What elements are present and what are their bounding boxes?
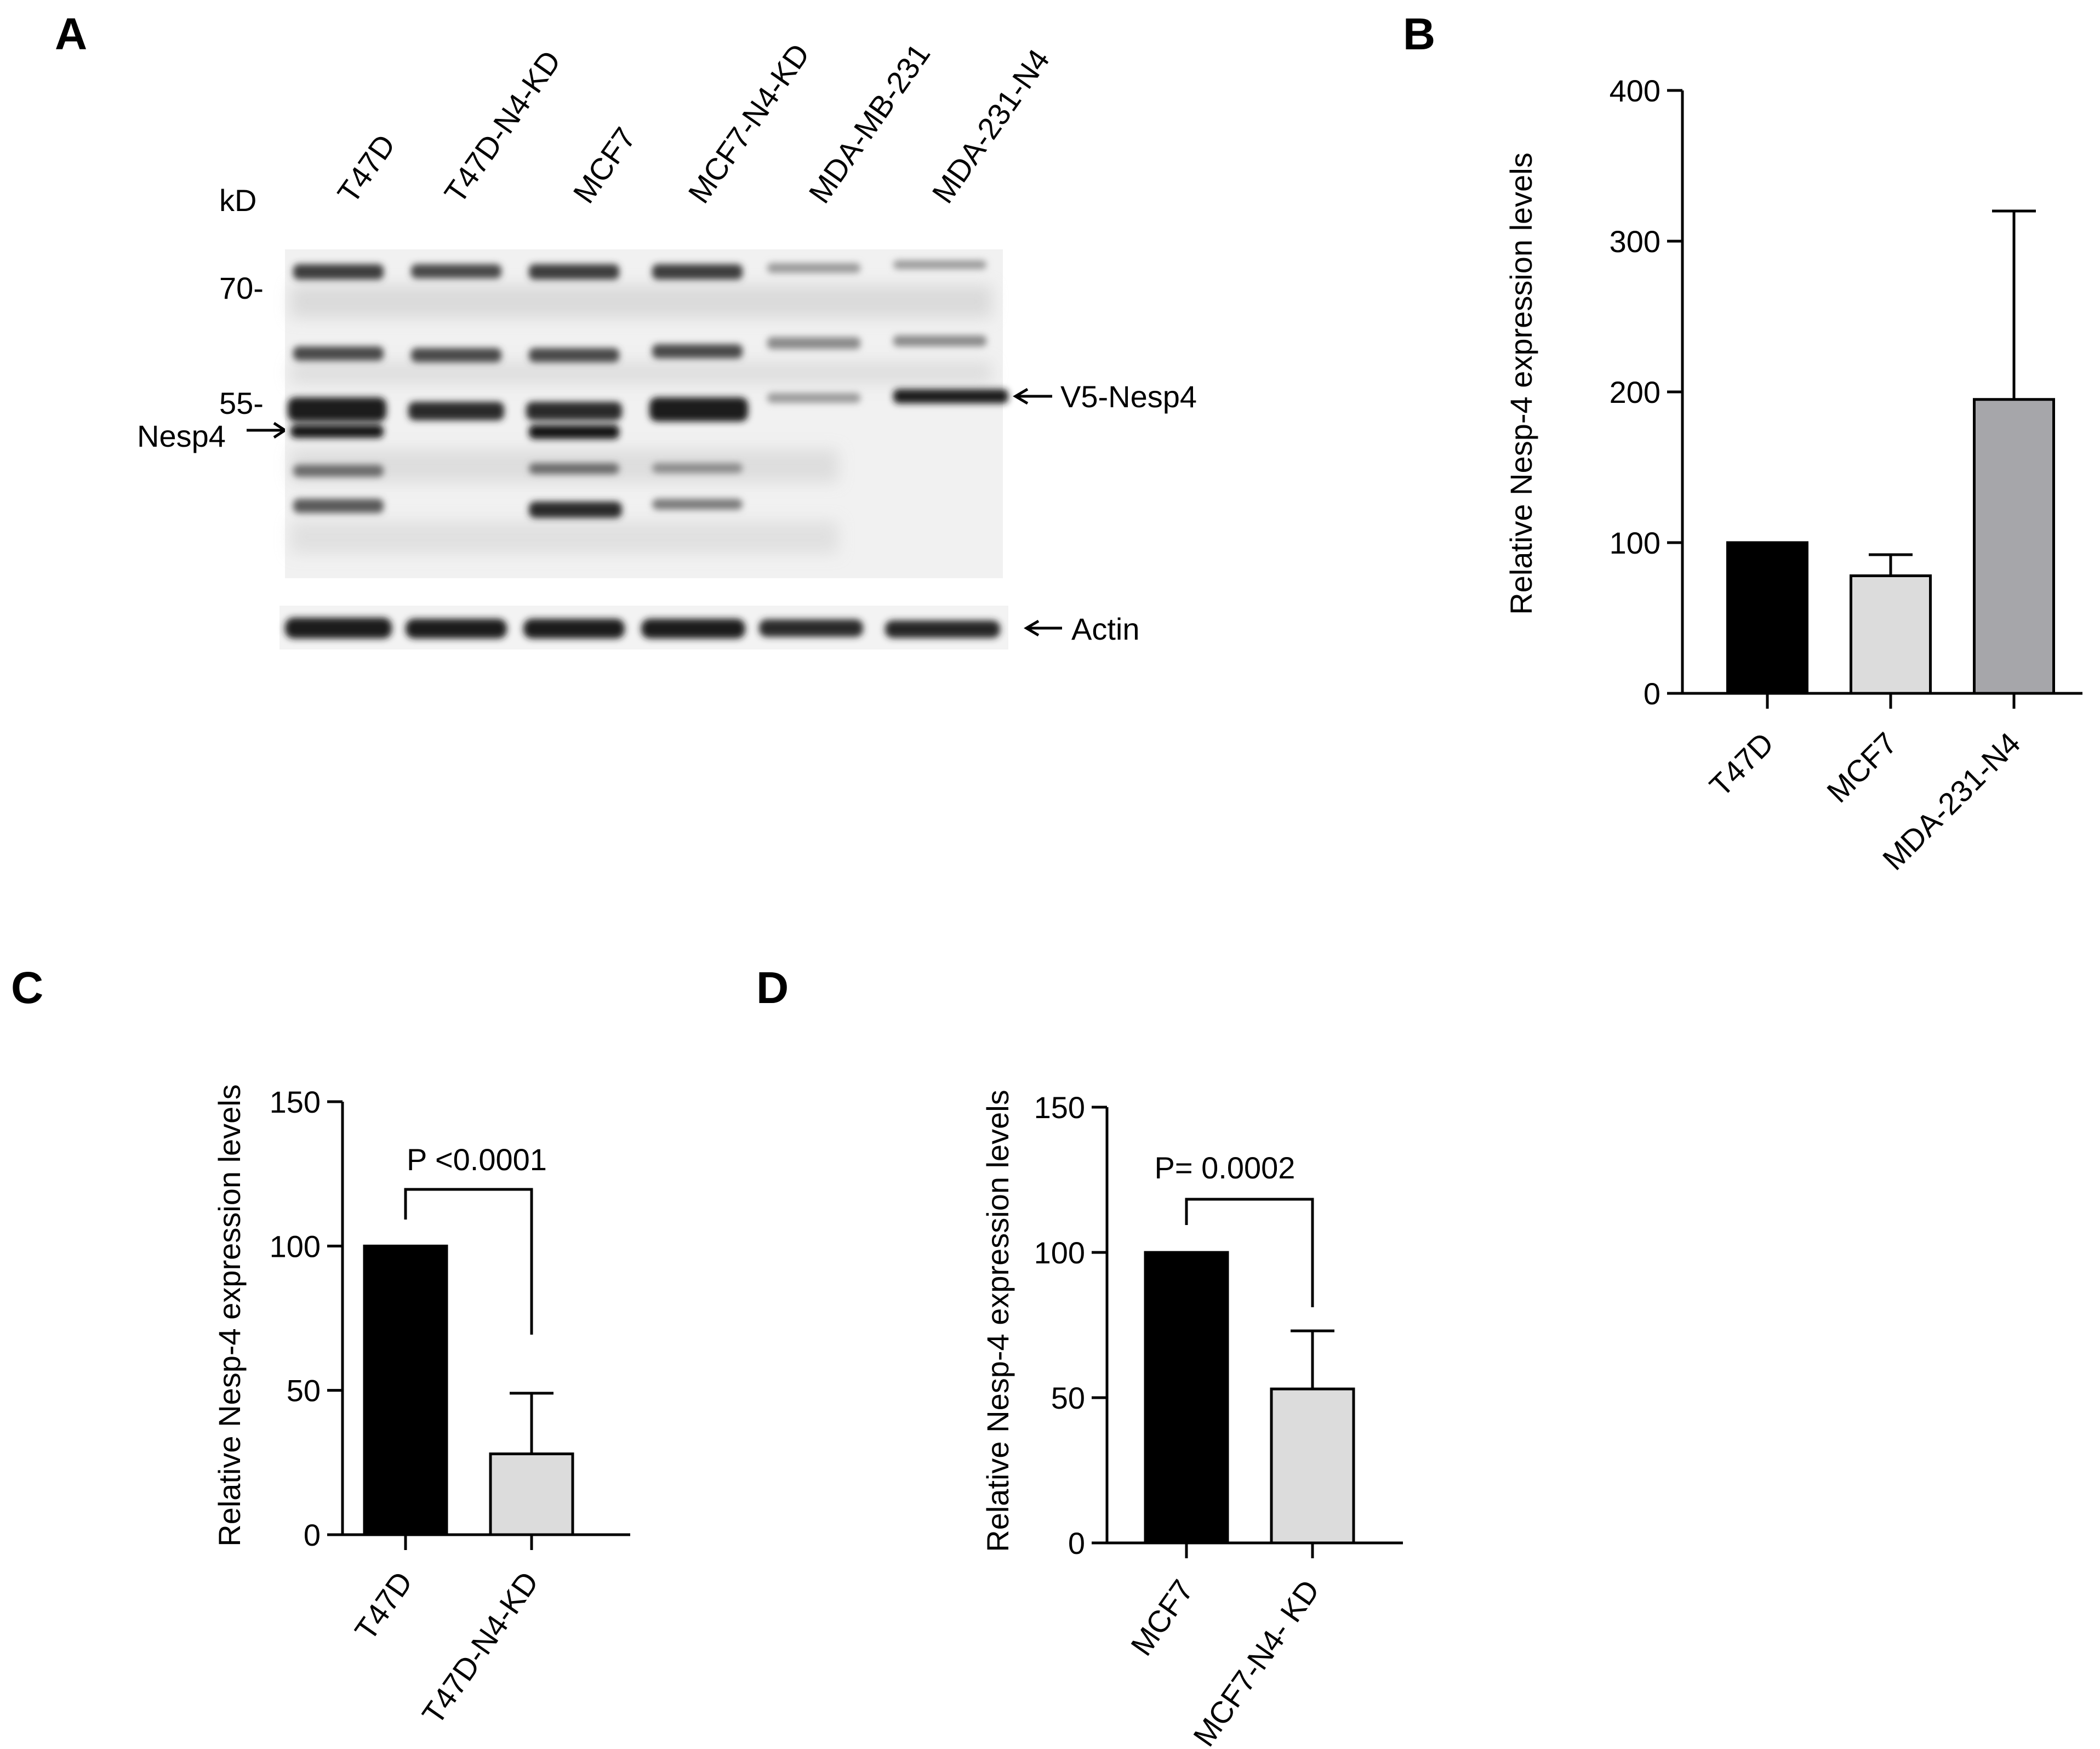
chart-b: 0 100 200 300 400 Relative Nesp-4 expression … — [1504, 73, 2082, 877]
bar-c — [363, 1244, 448, 1536]
panel-letter-c: C — [11, 963, 43, 1013]
bar-b — [1726, 541, 1808, 695]
y-tick-label-d: 100 — [1034, 1235, 1085, 1270]
category-label-d: MCF7-N4- KD — [1186, 1574, 1326, 1749]
lane-label-mda-mb-231: MDA-MB-231 — [802, 37, 937, 209]
panel-a: A T47D T47D-N4-KD MCF7 MCF7-N4-KD MDA-MB… — [55, 9, 1197, 650]
nesp4-label: Nesp4 — [137, 419, 226, 453]
category-label-b: MCF7 — [1820, 726, 1903, 809]
bar-d — [1270, 1387, 1355, 1545]
actin-label: Actin — [1071, 612, 1140, 646]
panel-letter-b: B — [1403, 9, 1435, 59]
panel-c: C 0 50 100 150 Relative Nesp-4 expression le… — [11, 963, 630, 1730]
y-tick-label-c: 150 — [270, 1085, 321, 1119]
category-label-d: MCF7 — [1124, 1574, 1200, 1662]
marker-70: 70- — [219, 271, 264, 305]
y-tick-label-c: 0 — [304, 1518, 321, 1552]
bar-d — [1144, 1251, 1229, 1545]
y-axis-label-d: Relative Nesp-4 expression levels — [980, 1090, 1015, 1552]
category-label-c: T47D — [348, 1565, 419, 1647]
lane-label-mcf7: MCF7 — [566, 121, 642, 209]
p-value-label-d: P= 0.0002 — [1155, 1150, 1296, 1185]
panel-letter-a: A — [55, 9, 87, 59]
v5-arrow-icon — [1013, 388, 1052, 405]
panel-letter-d: D — [756, 963, 789, 1013]
y-tick-label-c: 50 — [287, 1374, 321, 1408]
lane-label-mda-231-n4: MDA-231-N4 — [925, 43, 1056, 209]
chart-c: 0 50 100 150 Relative Nesp-4 expression leve… — [212, 1084, 630, 1730]
bar-b — [1850, 574, 1932, 695]
y-tick-label-b: 200 — [1610, 375, 1660, 409]
blot-membrane — [279, 249, 1008, 650]
significance-bracket-c — [404, 1188, 533, 1335]
lane-labels: T47D T47D-N4-KD MCF7 MCF7-N4-KD MDA-MB-2… — [330, 37, 1056, 209]
y-axis-label-b: Relative Nesp-4 expression levels — [1504, 152, 1538, 615]
y-tick-label-d: 150 — [1034, 1090, 1085, 1125]
significance-bracket-d — [1185, 1198, 1314, 1307]
panel-b: B 0 100 200 300 400 Relative Nesp-4 expressio… — [1403, 9, 2082, 877]
v5-nesp4-label: V5-Nesp4 — [1060, 379, 1197, 414]
y-tick-label-b: 0 — [1644, 676, 1660, 711]
actin-arrow-icon — [1024, 619, 1062, 637]
y-tick-label-b: 100 — [1610, 526, 1660, 560]
marker-55: 55- — [219, 386, 264, 420]
chart-d: 0 50 100 150 Relative Nesp-4 expression leve… — [980, 1090, 1403, 1749]
bar-b — [1973, 398, 2055, 695]
y-tick-label-c: 100 — [270, 1229, 321, 1263]
nesp4-arrow-icon — [247, 421, 288, 439]
bar-c — [489, 1452, 574, 1536]
category-label-c: T47D-N4-KD — [415, 1565, 545, 1730]
lane-label-t47d-n4-kd: T47D-N4-KD — [437, 44, 567, 209]
kd-unit-label: kD — [219, 183, 256, 218]
panel-d: D 0 50 100 150 Relative Nesp-4 expression le… — [756, 963, 1403, 1749]
lane-label-mcf7-n4-kd: MCF7-N4-KD — [681, 37, 816, 209]
category-label-b: T47D — [1703, 726, 1780, 803]
lane-label-t47d: T47D — [330, 128, 402, 209]
p-value-label-c: P <0.0001 — [407, 1142, 547, 1177]
y-tick-label-d: 0 — [1068, 1526, 1085, 1560]
y-tick-label-b: 300 — [1610, 224, 1660, 259]
y-tick-label-b: 400 — [1610, 73, 1660, 108]
y-tick-label-d: 50 — [1051, 1381, 1085, 1415]
y-axis-label-c: Relative Nesp-4 expression levels — [212, 1084, 247, 1547]
